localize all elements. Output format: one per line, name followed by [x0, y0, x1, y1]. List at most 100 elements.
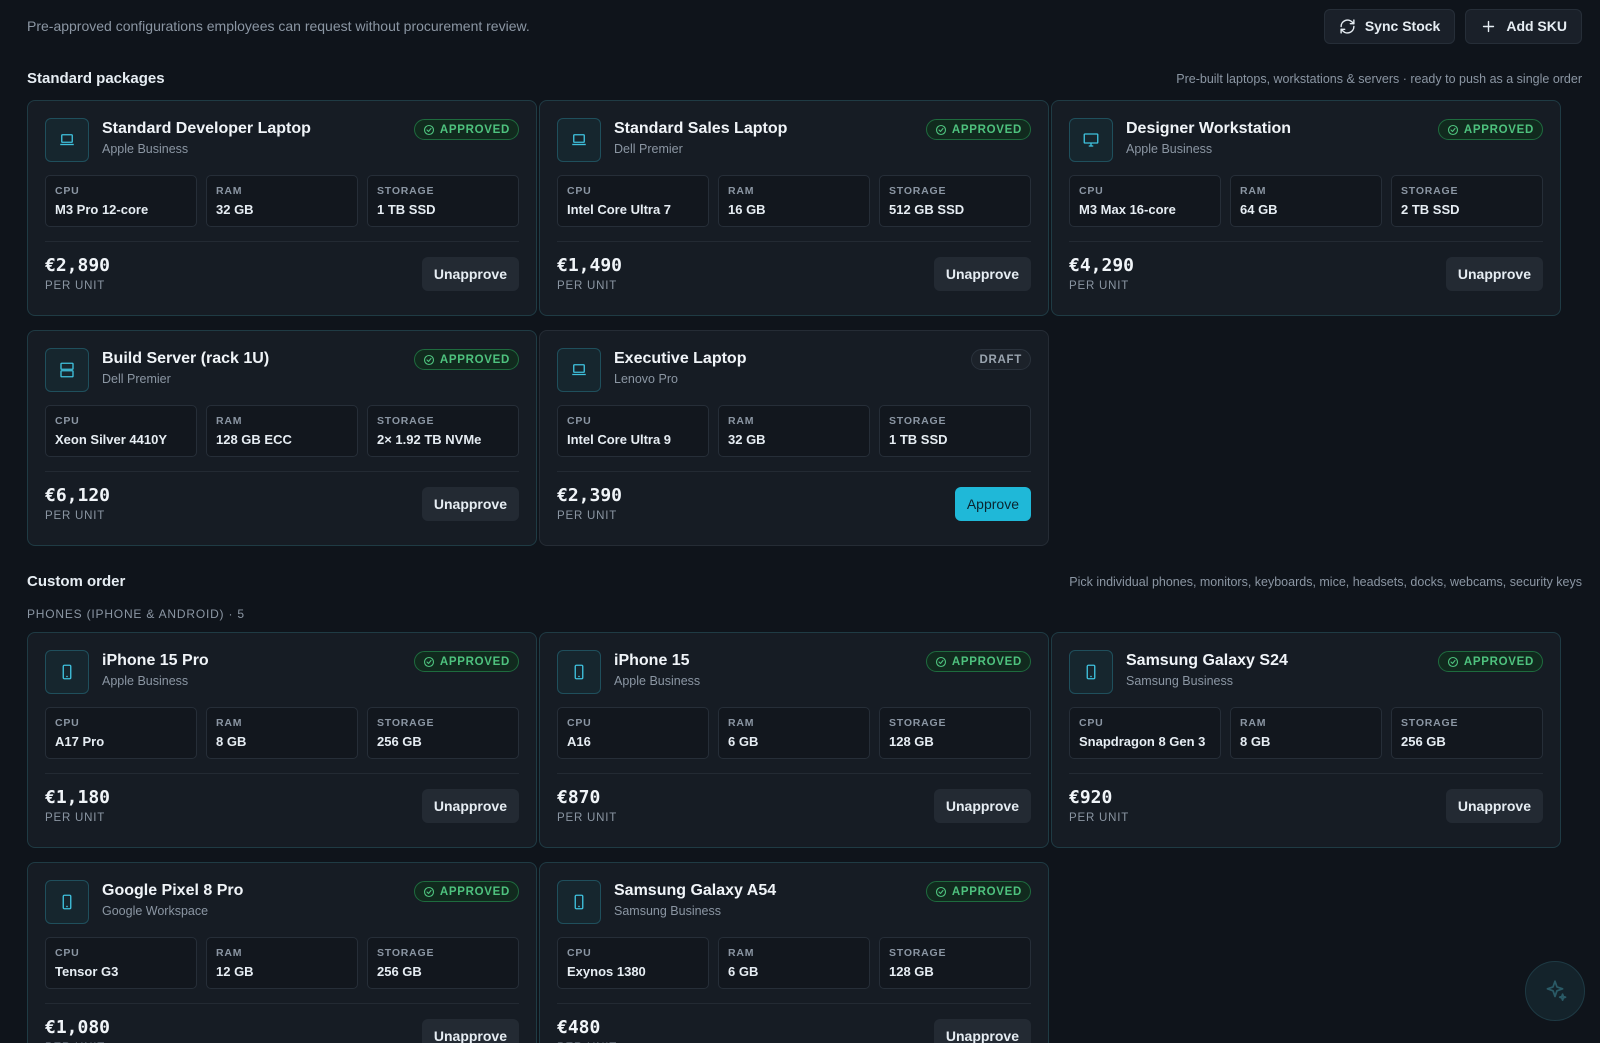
unapprove-button[interactable]: Unapprove	[933, 257, 1031, 291]
status-label: APPROVED	[439, 353, 510, 366]
spec-storage: STORAGE 256 GB	[367, 937, 519, 989]
status-badge: APPROVED	[925, 651, 1031, 672]
spec-cpu: CPU A16	[557, 707, 709, 759]
product-card: Standard Sales Laptop Dell Premier APPRO…	[539, 100, 1049, 316]
product-vendor: Dell Premier	[102, 372, 171, 386]
spec-key: STORAGE	[889, 185, 947, 197]
check-circle-icon	[1447, 656, 1458, 667]
unapprove-button[interactable]: Unapprove	[421, 1019, 519, 1043]
spec-storage: STORAGE 512 GB SSD	[879, 175, 1031, 227]
spec-key: CPU	[55, 947, 80, 959]
spec-cpu: CPU Exynos 1380	[557, 937, 709, 989]
unapprove-button[interactable]: Unapprove	[421, 789, 519, 823]
product-vendor: Samsung Business	[1126, 674, 1234, 688]
product-price: €2,390	[557, 485, 623, 506]
spec-list: CPU Tensor G3 RAM 12 GB STORAGE 256 GB	[45, 937, 519, 989]
status-label: APPROVED	[951, 885, 1022, 898]
card-divider	[557, 773, 1031, 774]
status-badge: APPROVED	[413, 881, 519, 902]
sync-stock-button[interactable]: Sync Stock	[1323, 8, 1456, 44]
spec-ram: RAM 32 GB	[718, 405, 870, 457]
product-vendor: Apple Business	[1126, 142, 1213, 156]
phone-icon	[574, 894, 584, 910]
product-title: Designer Workstation	[1126, 120, 1292, 137]
spec-ram: RAM 16 GB	[718, 175, 870, 227]
product-card: Google Pixel 8 Pro Google Workspace APPR…	[27, 862, 537, 1043]
product-vendor: Dell Premier	[614, 142, 683, 156]
spec-ram: RAM 6 GB	[718, 707, 870, 759]
product-price: €1,490	[557, 255, 623, 276]
spec-cpu: CPU Xeon Silver 4410Y	[45, 405, 197, 457]
spec-value: M3 Max 16-core	[1079, 202, 1176, 217]
section-title: Custom order	[27, 573, 126, 590]
per-unit-label: PER UNIT	[1069, 280, 1130, 292]
spec-key: STORAGE	[377, 185, 435, 197]
spec-value: Tensor G3	[55, 964, 119, 979]
unapprove-button[interactable]: Unapprove	[1445, 257, 1543, 291]
group-label: PHONES (IPHONE & ANDROID) · 5	[27, 607, 245, 621]
spec-key: RAM	[216, 415, 243, 427]
check-circle-icon	[935, 124, 946, 135]
status-label: APPROVED	[951, 655, 1022, 668]
spec-value: Snapdragon 8 Gen 3	[1079, 734, 1206, 749]
product-title: Samsung Galaxy A54	[614, 882, 777, 899]
spec-value: 128 GB	[889, 964, 934, 979]
check-circle-icon	[1447, 124, 1458, 135]
check-circle-icon	[423, 124, 434, 135]
spec-value: 128 GB	[889, 734, 934, 749]
spec-cpu: CPU Tensor G3	[45, 937, 197, 989]
assistant-button[interactable]	[1525, 961, 1585, 1021]
spec-value: M3 Pro 12-core	[55, 202, 149, 217]
unapprove-button[interactable]: Unapprove	[421, 487, 519, 521]
top-actions: Sync Stock Add SKU	[1323, 8, 1582, 44]
spec-ram: RAM 8 GB	[1230, 707, 1382, 759]
spec-value: 512 GB SSD	[889, 202, 965, 217]
unapprove-button[interactable]: Unapprove	[1445, 789, 1543, 823]
laptop-icon	[572, 134, 586, 146]
product-icon-box	[1069, 650, 1113, 694]
spec-value: 16 GB	[728, 202, 766, 217]
product-title: Standard Sales Laptop	[614, 120, 788, 137]
unapprove-button[interactable]: Unapprove	[933, 1019, 1031, 1043]
spec-cpu: CPU Intel Core Ultra 7	[557, 175, 709, 227]
spec-key: CPU	[1079, 717, 1104, 729]
laptop-icon	[60, 134, 74, 146]
spec-key: STORAGE	[889, 947, 947, 959]
spec-cpu: CPU M3 Max 16-core	[1069, 175, 1221, 227]
spec-key: STORAGE	[889, 717, 947, 729]
card-divider	[557, 241, 1031, 242]
per-unit-label: PER UNIT	[1069, 812, 1130, 824]
spec-key: RAM	[216, 947, 243, 959]
unapprove-button[interactable]: Unapprove	[933, 789, 1031, 823]
top-bar: Pre-approved configurations employees ca…	[27, 8, 1582, 44]
spec-list: CPU M3 Pro 12-core RAM 32 GB STORAGE 1 TB SSD	[45, 175, 519, 227]
spec-list: CPU Intel Core Ultra 7 RAM 16 GB STORAGE 512 …	[557, 175, 1031, 227]
phone-icon	[1086, 664, 1096, 680]
status-label: APPROVED	[951, 123, 1022, 136]
product-icon-box	[557, 880, 601, 924]
spec-key: RAM	[728, 717, 755, 729]
spec-value: Intel Core Ultra 7	[567, 202, 672, 217]
section-subtitle: Pre-built laptops, workstations & server…	[1176, 72, 1582, 86]
server-icon	[60, 362, 74, 378]
status-label: APPROVED	[439, 885, 510, 898]
per-unit-label: PER UNIT	[45, 510, 106, 522]
product-title: iPhone 15	[614, 652, 690, 669]
product-title: Build Server (rack 1U)	[102, 350, 270, 367]
unapprove-button[interactable]: Unapprove	[421, 257, 519, 291]
status-label: APPROVED	[439, 655, 510, 668]
spec-ram: RAM 6 GB	[718, 937, 870, 989]
spec-key: RAM	[728, 185, 755, 197]
add-sku-button[interactable]: Add SKU	[1465, 8, 1582, 44]
product-card: Executive Laptop Lenovo Pro DRAFT CPU Int…	[539, 330, 1049, 546]
spec-list: CPU Intel Core Ultra 9 RAM 32 GB STORAGE 1 TB…	[557, 405, 1031, 457]
phone-icon	[62, 894, 72, 910]
spec-list: CPU Xeon Silver 4410Y RAM 128 GB ECC STORAGE…	[45, 405, 519, 457]
product-icon-box	[45, 880, 89, 924]
product-title: Google Pixel 8 Pro	[102, 882, 244, 899]
card-divider	[1069, 241, 1543, 242]
approve-button[interactable]: Approve	[954, 487, 1031, 521]
product-vendor: Apple Business	[614, 674, 701, 688]
status-badge: APPROVED	[1437, 119, 1543, 140]
status-badge: APPROVED	[1437, 651, 1543, 672]
